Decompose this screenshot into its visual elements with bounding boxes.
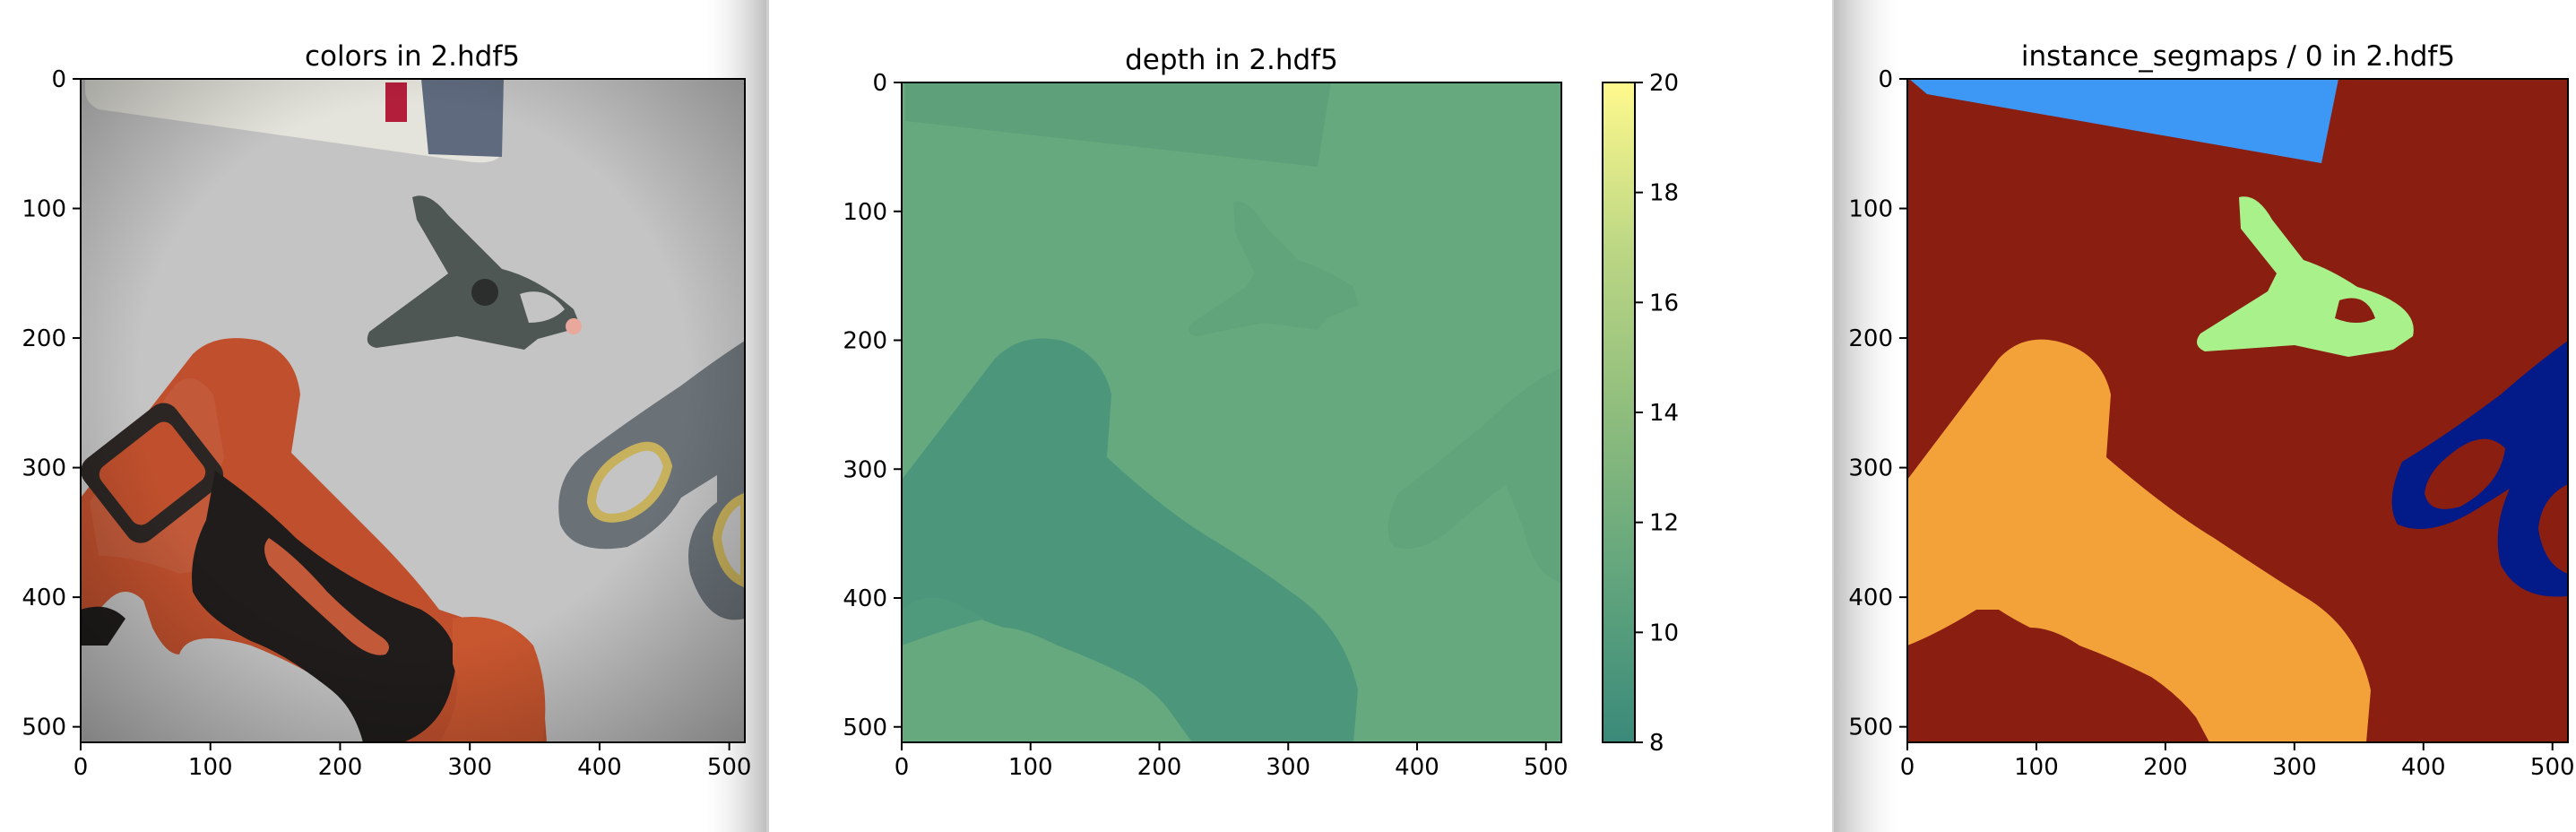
x-tick-label: 400 (577, 754, 622, 781)
colorbar-tick-label: 10 (1649, 620, 1679, 646)
y-tick-label: 500 (1848, 715, 1893, 741)
depth-ticks: 0 100 200 300 400 500 0 100 200 300 400 500 (843, 70, 1568, 781)
segmaps-ticks: 0 100 200 300 400 500 0 100 200 300 400 500 (1848, 66, 2574, 781)
colors-panel: colors in 2.hdf5 (22, 40, 751, 781)
x-tick-label: 100 (2014, 754, 2059, 781)
colorbar-tick-label: 12 (1649, 510, 1679, 537)
colorbar-tick-label: 16 (1649, 290, 1679, 316)
x-tick-label: 0 (1900, 754, 1915, 781)
colorbar-ticks: 20 18 16 14 12 10 8 (1635, 70, 1679, 757)
colors-ticks: 0 100 200 300 400 500 0 100 200 300 400 500 (22, 66, 751, 781)
depth-image (902, 82, 1561, 742)
y-tick-label: 400 (1848, 585, 1893, 611)
x-tick-label: 100 (1008, 754, 1053, 781)
depth-axes-frame (901, 82, 1562, 743)
y-tick-label: 200 (1848, 325, 1893, 352)
x-tick-label: 400 (2401, 754, 2446, 781)
x-tick-label: 300 (2272, 754, 2317, 781)
y-tick-label: 100 (1848, 196, 1893, 223)
y-tick-label: 500 (22, 715, 66, 741)
colors-title: colors in 2.hdf5 (305, 40, 520, 73)
window-divider-right (1832, 0, 1835, 832)
x-tick-label: 100 (188, 754, 233, 781)
y-tick-label: 200 (843, 328, 887, 355)
y-tick-label: 500 (843, 715, 887, 741)
y-tick-label: 400 (22, 585, 66, 611)
seg-bottle (1909, 79, 2338, 163)
y-tick-label: 300 (843, 456, 887, 483)
seg-drill (1907, 339, 2371, 742)
y-tick-label: 0 (872, 70, 887, 97)
y-tick-label: 0 (1878, 66, 1893, 93)
y-tick-label: 300 (1848, 455, 1893, 482)
window-shadow-right (1834, 0, 1906, 832)
segmaps-title: instance_segmaps / 0 in 2.hdf5 (2021, 40, 2455, 73)
segmaps-axes-frame (1906, 78, 2569, 743)
x-tick-label: 300 (1266, 754, 1310, 781)
colorbar-tick-label: 20 (1649, 70, 1679, 97)
y-tick-label: 100 (843, 199, 887, 226)
colors-axes-frame (80, 78, 746, 743)
x-tick-label: 200 (2143, 754, 2188, 781)
x-tick-label: 500 (1524, 754, 1569, 781)
window-divider-left (766, 0, 769, 832)
colorbar-tick-label: 8 (1649, 730, 1664, 757)
x-tick-label: 300 (447, 754, 492, 781)
segmaps-image (1907, 79, 2568, 742)
y-tick-label: 0 (51, 66, 66, 93)
x-tick-label: 200 (1137, 754, 1182, 781)
segmaps-panel: instance_segmaps / 0 in 2.hdf5 0 100 200 30… (1848, 40, 2574, 781)
x-tick-label: 0 (73, 754, 89, 781)
y-tick-label: 200 (22, 325, 66, 352)
y-tick-label: 100 (22, 196, 66, 223)
colorbar-tick-label: 18 (1649, 180, 1679, 207)
y-tick-label: 300 (22, 455, 66, 482)
colorbar-tick-label: 14 (1649, 400, 1679, 427)
depth-panel: depth in 2.hdf5 0 100 200 300 400 500 0 100 200 3… (843, 44, 1679, 781)
depth-title: depth in 2.hdf5 (1125, 44, 1338, 76)
x-tick-label: 500 (707, 754, 752, 781)
x-tick-label: 400 (1395, 754, 1439, 781)
x-tick-label: 200 (318, 754, 363, 781)
colors-image (81, 79, 745, 742)
depth-colorbar (1602, 82, 1636, 743)
x-tick-label: 0 (895, 754, 910, 781)
x-tick-label: 500 (2530, 754, 2575, 781)
y-tick-label: 400 (843, 585, 887, 612)
